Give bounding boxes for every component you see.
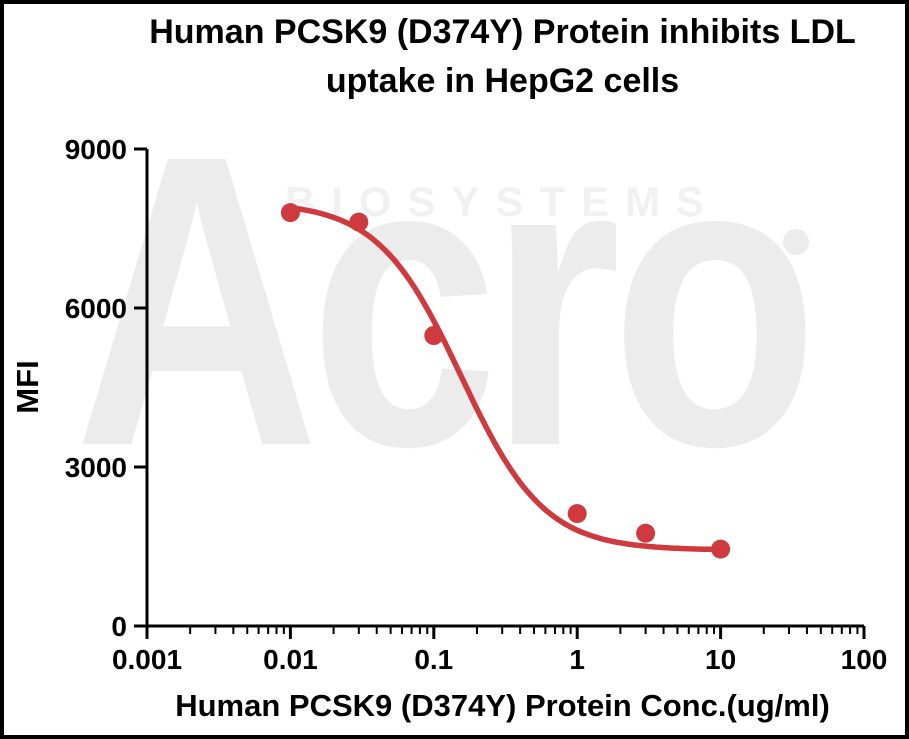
chart-title: Human PCSK9 (D374Y) Protein inhibits LDL… <box>100 8 905 107</box>
x-tick-label: 1 <box>569 644 585 675</box>
data-point <box>424 326 444 346</box>
fit-curve <box>287 204 724 553</box>
data-point <box>636 523 656 543</box>
y-tick-label: 3000 <box>65 452 127 483</box>
data-point <box>349 212 369 232</box>
y-tick-label: 6000 <box>65 293 127 324</box>
data-point <box>280 203 300 223</box>
watermark-acro-logo: Acro <box>74 69 819 534</box>
y-tick-label: 9000 <box>65 134 127 165</box>
x-tick-label: 10 <box>705 644 736 675</box>
data-point <box>567 504 587 524</box>
plot-area: 0.001 0.01 0.1 1 10 100 0 3000 6000 9000 <box>65 134 888 675</box>
x-axis-label: Human PCSK9 (D374Y) Protein Conc.(ug/ml) <box>175 688 830 723</box>
axis-lines <box>145 149 864 628</box>
x-tick-label: 0.001 <box>112 644 182 675</box>
x-tick-label: 0.01 <box>263 644 318 675</box>
chart-title-line2: uptake in HepG2 cells <box>325 62 680 101</box>
x-tick-label: 0.1 <box>414 644 453 675</box>
x-tick-label: 100 <box>841 644 888 675</box>
data-point <box>711 539 731 559</box>
watermark-dot <box>783 229 809 255</box>
y-axis-label: MFI <box>10 360 45 414</box>
chart-title-line1: Human PCSK9 (D374Y) Protein inhibits LDL <box>149 13 856 51</box>
y-tick-label: 0 <box>111 611 127 642</box>
